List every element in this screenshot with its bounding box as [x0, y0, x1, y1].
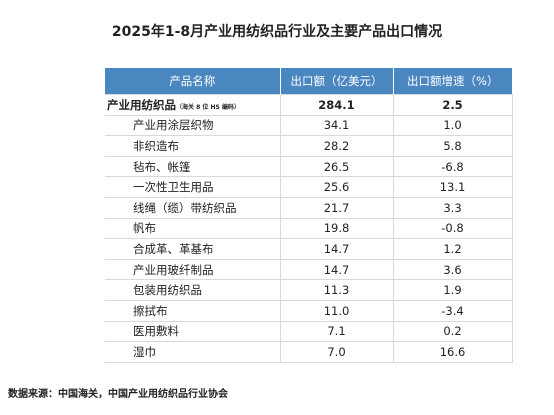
product-name-cell: 产业用玻纤制品	[105, 258, 281, 281]
product-name-cell: 产业用涂层织物	[105, 114, 281, 137]
product-name-cell: 帆布	[105, 217, 281, 240]
product-name-cell: 擦拭布	[105, 299, 281, 322]
export-value-cell: 7.1	[280, 320, 394, 343]
export-growth-cell: -6.8	[393, 155, 513, 178]
product-name-cell: 包装用纺织品	[105, 279, 281, 301]
export-value-cell: 11.3	[280, 279, 394, 301]
total-value: 284.1	[280, 94, 394, 116]
page-title: 2025年1-8月产业用纺织品行业及主要产品出口情况	[111, 24, 443, 40]
table-row: 产业用玻纤制品 14.7 3.6	[105, 258, 513, 281]
export-value-cell: 34.1	[280, 114, 394, 137]
export-value-cell: 25.6	[280, 176, 394, 198]
total-growth: 2.5	[393, 94, 513, 116]
table-row-total: 产业用纺织品（海关 8 位 HS 编码） 284.1 2.5	[105, 94, 513, 116]
export-value-cell: 21.7	[280, 196, 394, 219]
export-value-cell: 28.2	[280, 135, 394, 157]
table-row: 帆布 19.8 -0.8	[105, 217, 513, 240]
table-row: 毡布、帐篷 26.5 -6.8	[105, 155, 513, 178]
table-row: 合成革、革基布 14.7 1.2	[105, 238, 513, 260]
export-growth-cell: 5.8	[393, 135, 513, 157]
table-row: 非织造布 28.2 5.8	[105, 135, 513, 157]
table-row: 擦拭布 11.0 -3.4	[105, 299, 513, 322]
export-growth-cell: 3.6	[393, 258, 513, 281]
product-name-cell: 医用敷料	[105, 320, 281, 343]
export-value-cell: 26.5	[280, 155, 394, 178]
export-table: 产品名称 出口额（亿美元） 出口额增速（%） 产业用纺织品（海关 8 位 HS …	[105, 68, 513, 363]
header-export-growth: 出口额增速（%）	[393, 68, 512, 95]
total-name-cell: 产业用纺织品（海关 8 位 HS 编码）	[105, 94, 281, 116]
product-name-cell: 毡布、帐篷	[105, 155, 281, 178]
export-growth-cell: 3.3	[393, 196, 513, 219]
table-row: 一次性卫生用品 25.6 13.1	[105, 176, 513, 198]
total-note: （海关 8 位 HS 编码）	[176, 103, 240, 111]
export-growth-cell: 16.6	[393, 341, 513, 363]
header-product-name: 产品名称	[105, 68, 281, 95]
export-value-cell: 11.0	[280, 299, 394, 322]
export-growth-cell: 0.2	[393, 320, 513, 343]
table-row: 包装用纺织品 11.3 1.9	[105, 279, 513, 301]
total-name: 产业用纺织品	[107, 97, 176, 112]
export-growth-cell: 1.2	[393, 238, 513, 260]
export-growth-cell: -3.4	[393, 299, 513, 322]
product-name-cell: 湿巾	[105, 341, 281, 363]
export-value-cell: 19.8	[280, 217, 394, 240]
export-value-cell: 14.7	[280, 258, 394, 281]
table-row: 湿巾 7.0 16.6	[105, 341, 513, 363]
product-name-cell: 线绳（缆）带纺织品	[105, 196, 281, 219]
header-export-value: 出口额（亿美元）	[280, 68, 394, 95]
table-row: 产业用涂层织物 34.1 1.0	[105, 114, 513, 137]
export-growth-cell: 13.1	[393, 176, 513, 198]
export-value-cell: 7.0	[280, 341, 394, 363]
product-name-cell: 非织造布	[105, 135, 281, 157]
table-header-row: 产品名称 出口额（亿美元） 出口额增速（%）	[105, 68, 512, 95]
export-growth-cell: 1.9	[393, 279, 513, 301]
table-row: 医用敷料 7.1 0.2	[105, 320, 513, 343]
data-source: 数据来源：中国海关，中国产业用纺织品行业协会	[8, 389, 228, 400]
export-value-cell: 14.7	[280, 238, 394, 260]
product-name-cell: 合成革、革基布	[105, 238, 281, 260]
table-row: 线绳（缆）带纺织品 21.7 3.3	[105, 196, 513, 219]
export-growth-cell: -0.8	[393, 217, 513, 240]
product-name-cell: 一次性卫生用品	[105, 176, 281, 198]
export-growth-cell: 1.0	[393, 114, 513, 137]
